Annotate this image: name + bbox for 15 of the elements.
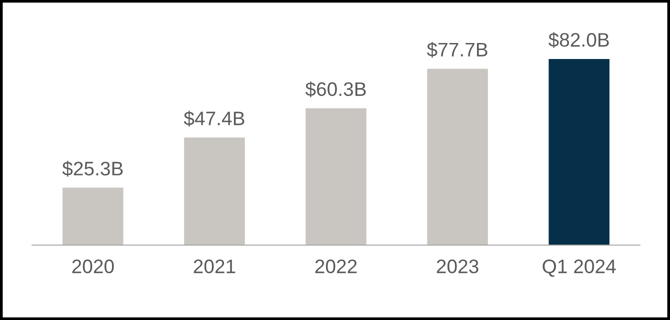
x-tick-label: 2023 <box>436 260 478 274</box>
data-label: $82.0B <box>548 32 609 48</box>
bar <box>548 58 610 246</box>
bar <box>427 68 488 246</box>
bar <box>306 108 366 246</box>
data-label: $60.3B <box>305 81 366 98</box>
x-tick-label: 2022 <box>315 260 357 274</box>
x-tick-label: 2021 <box>194 260 236 274</box>
data-label: $47.4B <box>184 110 244 126</box>
data-label: $77.7B <box>426 42 488 58</box>
x-tick-label: 2020 <box>72 260 114 274</box>
data-label: $25.3B <box>62 160 123 177</box>
bar <box>184 138 245 246</box>
x-tick-label: Q1 2024 <box>542 260 616 277</box>
bar <box>62 188 124 246</box>
